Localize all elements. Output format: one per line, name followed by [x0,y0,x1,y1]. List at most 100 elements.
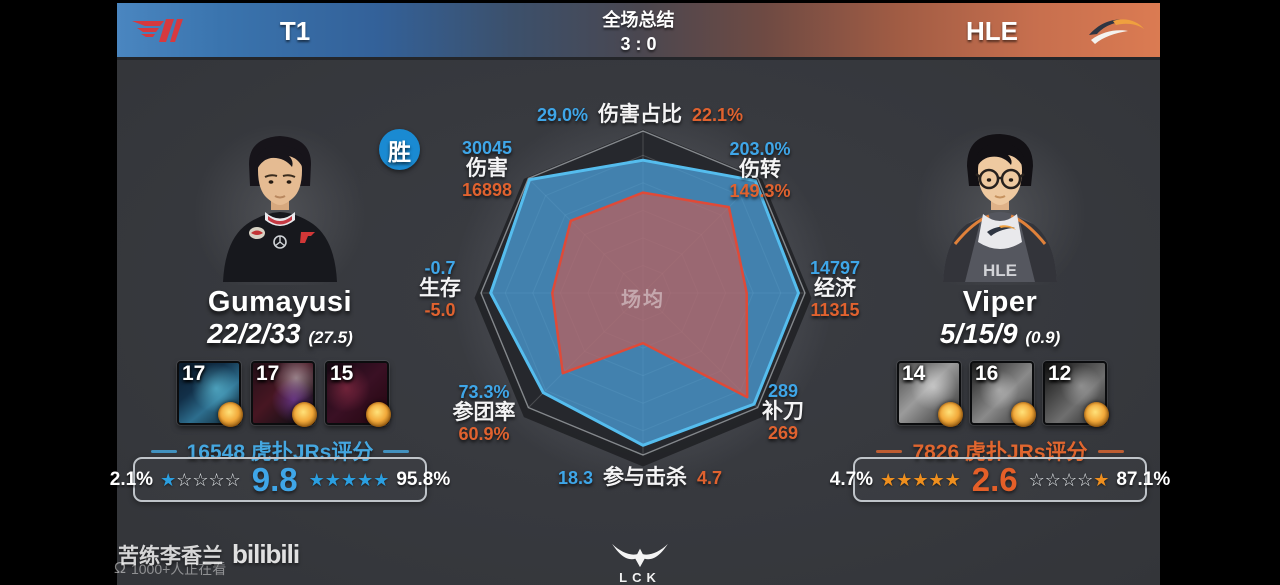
right-player-kda: 5/15/9 (0.9) [850,318,1150,350]
star-filled-icon: ★ [340,469,358,490]
star-outline-icon: ☆ [1028,469,1045,490]
dash-right [383,449,410,453]
blue-value: -0.7 [424,258,456,278]
orange-value: 4.7 [697,468,723,488]
axis-name: 参与击杀 [603,466,688,489]
mastery-emblem-icon [218,402,243,427]
blue-value: 203.0% [729,139,791,159]
low-vote-percent: 2.1% [109,468,154,490]
axis-label-5: 73.3% 参团率 60.9% [453,382,516,444]
star-outline-icon: ☆ [192,469,209,490]
axis-label-4: 18.3 参与击杀 4.7 [558,461,722,491]
champion-level: 16 [975,362,999,385]
champion-icon: 15 [325,361,391,427]
lck-emblem-icon [612,543,668,568]
star-outline-icon: ☆ [1077,469,1094,490]
blue-value: 14797 [809,258,861,278]
star-filled-icon: ★ [308,469,325,490]
left-team-name: T1 [279,16,311,46]
blue-value: 18.3 [557,468,594,488]
left-player-photo [223,136,337,282]
blue-value: 29.0% [536,105,588,125]
orange-value: -5.0 [424,300,456,320]
kda-value: 5/15/9 [939,318,1018,349]
right-team-name: HLE [966,16,1018,46]
viewers-icon: Ω [114,560,126,577]
star-filled-icon: ★ [944,469,961,490]
star-filled-icon: ★ [324,469,341,490]
champion-icon: 16 [970,361,1036,427]
stream-watermark: 苦练李香兰 bilibili [118,539,300,570]
star-filled-icon: ★ [1093,469,1110,490]
blue-value: 73.3% [458,382,510,402]
champion-icon: 14 [897,361,963,427]
scoreboard-header: T1 全场总结 3 : 0 HLE [117,3,1160,60]
star-outline-icon: ☆ [208,469,225,490]
axis-name: 伤害 [466,157,508,180]
mastery-emblem-icon [938,402,963,427]
kda-ratio: (27.5) [308,328,353,347]
star-filled-icon: ★ [896,469,913,490]
axis-name: 参团率 [452,401,516,424]
radar-chart [453,103,833,483]
viewer-count-row: Ω 1000+人正在看 [114,559,226,579]
series-score: 3 : 0 [620,33,657,54]
champion-icon: 17 [251,361,317,427]
low-vote-percent: 4.7% [829,468,874,490]
right-champion-row: 14 16 12 [897,361,1109,427]
left-player-name: Gumayusi [207,286,353,318]
summary-title: 全场总结 [602,9,675,30]
champion-level: 14 [902,362,926,385]
axis-label-1: 203.0% 伤转 149.3% [729,139,790,201]
champion-level: 17 [182,362,206,385]
axis-name: 经济 [814,277,856,300]
star-outline-icon: ☆ [224,469,241,490]
left-rating-box: 2.1% ★ ☆ ☆ ☆ ☆ 9.8 ★ ★ ★ ★ ★ 95.8% [110,457,450,502]
star-filled-icon: ★ [880,469,897,490]
right-player-name: Viper [962,286,1038,318]
high-vote-stars: ☆ ☆ ☆ ☆ ★ [1029,471,1110,489]
orange-value: 269 [767,423,799,443]
mastery-emblem-icon [1084,402,1109,427]
dash-left [150,449,177,453]
axis-name: 生存 [419,277,461,300]
header-center: 全场总结 3 : 0 [117,3,1160,57]
axis-name: 伤害占比 [598,103,682,126]
bilibili-logo: bilibili [232,539,300,569]
win-badge: 胜 [379,129,420,170]
axis-label-0: 29.0% 伤害占比 22.1% [537,98,743,128]
orange-value: 11315 [810,300,860,320]
axis-label-7: 30045 伤害 16898 [462,138,512,200]
left-champion-row: 17 17 15 [177,361,391,427]
star-outline-icon: ☆ [176,469,193,490]
orange-value: 22.1% [692,105,744,125]
orange-value: 149.3% [729,181,791,201]
dash-left [876,449,903,453]
star-filled-icon: ★ [373,469,390,490]
star-filled-icon: ★ [357,469,374,490]
axis-label-2: 14797 经济 11315 [810,258,860,320]
champion-level: 15 [330,362,354,385]
star-outline-icon: ☆ [1044,469,1061,490]
axis-name: 伤转 [739,158,781,181]
axis-label-6: -0.7 生存 -5.0 [419,258,461,320]
mastery-emblem-icon [292,402,317,427]
t1-team-logo-icon [132,19,183,42]
right-rating-score: 2.6 [971,460,1018,498]
star-filled-icon: ★ [912,469,929,490]
right-rating-box: 4.7% ★ ★ ★ ★ ★ 2.6 ☆ ☆ ☆ ☆ ★ 87.1% [830,457,1170,502]
mastery-emblem-icon [1011,402,1036,427]
kda-ratio: (0.9) [1025,328,1061,347]
high-vote-percent: 95.8% [396,468,451,490]
star-filled-icon: ★ [928,469,945,490]
low-vote-stars: ★ ★ ★ ★ ★ [880,471,961,489]
right-player-photo: HLE [943,134,1057,282]
star-filled-icon: ★ [160,469,177,490]
left-player-kda: 22/2/33 (27.5) [130,318,430,350]
star-outline-icon: ☆ [1060,469,1078,490]
kda-value: 22/2/33 [207,318,301,349]
axis-label-3: 289 补刀 269 [762,381,804,443]
high-vote-stars: ★ ★ ★ ★ ★ [309,471,390,489]
blue-value: 30045 [461,138,513,158]
